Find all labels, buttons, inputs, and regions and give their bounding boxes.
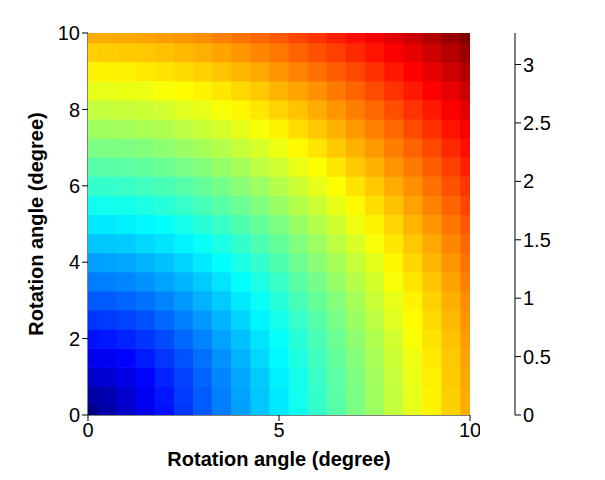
svg-text:8: 8: [69, 99, 80, 121]
svg-text:5: 5: [273, 419, 284, 441]
svg-text:2.5: 2.5: [523, 112, 551, 134]
svg-text:2: 2: [523, 170, 534, 192]
svg-text:1: 1: [523, 287, 534, 309]
svg-text:0: 0: [523, 404, 534, 426]
svg-text:3: 3: [523, 54, 534, 76]
svg-text:1.5: 1.5: [523, 229, 551, 251]
svg-text:10: 10: [459, 419, 480, 441]
html-text:Rotation angle (degree): Rotation angle (degree): [24, 112, 47, 336]
svg-text:2: 2: [69, 328, 80, 350]
svg-text:10: 10: [58, 22, 80, 44]
svg-text:0: 0: [69, 404, 80, 426]
svg-text:0.5: 0.5: [523, 346, 551, 368]
svg-text:4: 4: [69, 251, 80, 273]
svg-text:6: 6: [69, 175, 80, 197]
html-text:Rotation angle (degree): Rotation angle (degree): [167, 448, 391, 470]
svg-text:0: 0: [82, 419, 93, 441]
